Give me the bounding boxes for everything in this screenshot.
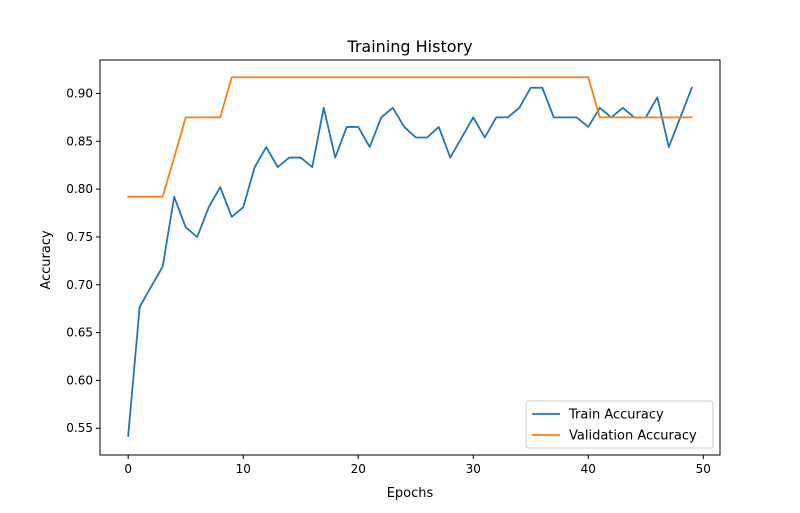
legend: Train Accuracy Validation Accuracy [525, 400, 714, 449]
y-axis-label: Accuracy [39, 230, 54, 290]
legend-label-validation-accuracy: Validation Accuracy [569, 429, 697, 444]
legend-box [525, 400, 714, 449]
x-tick-label: 0 [124, 462, 132, 476]
chart-title: Training History [346, 37, 472, 56]
y-tick-label: 0.55 [66, 421, 93, 435]
axes-frame [99, 59, 721, 456]
x-tick-label: 10 [236, 462, 251, 476]
x-tick-label: 40 [581, 462, 596, 476]
x-tick-label: 30 [466, 462, 481, 476]
y-tick-label: 0.75 [66, 230, 93, 244]
y-tick-label: 0.85 [66, 134, 93, 148]
y-tick-label: 0.65 [66, 326, 93, 340]
legend-label-train-accuracy: Train Accuracy [568, 408, 664, 423]
y-tick-label: 0.60 [66, 373, 93, 387]
y-tick-label: 0.90 [66, 86, 93, 100]
x-axis-label: Epochs [387, 486, 434, 501]
y-tick-label: 0.70 [66, 278, 93, 292]
y-tick-label: 0.80 [66, 182, 93, 196]
series-line-validation-accuracy [127, 76, 693, 198]
x-tick-label: 50 [696, 462, 711, 476]
plot-area: 0 10 20 30 40 50 0.55 0.60 0.65 0.70 0.75 0.80 0.85 0… [66, 59, 721, 476]
x-tick-label: 20 [351, 462, 366, 476]
